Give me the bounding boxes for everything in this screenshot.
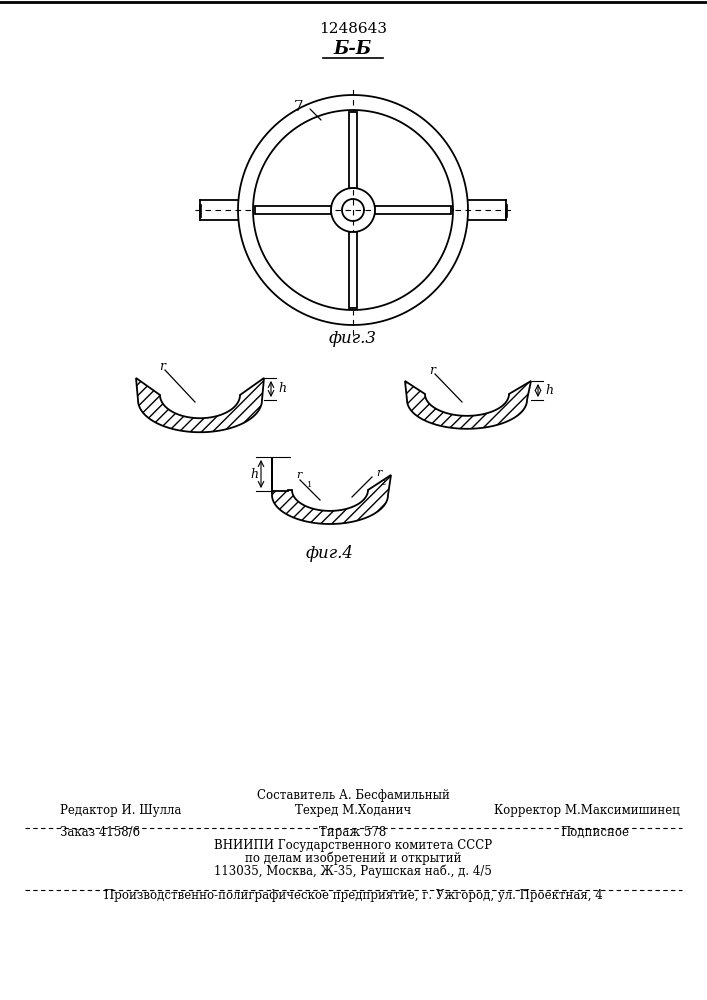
Polygon shape [272,457,391,524]
Text: Составитель А. Бесфамильный: Составитель А. Бесфамильный [257,789,450,802]
Text: r: r [159,360,165,372]
Text: h: h [278,382,286,395]
Bar [349,112,357,188]
Text: фиг.4: фиг.4 [306,545,354,562]
Text: Производственно-полиграфическое предприятие, г. Ужгород, ул. Проектная, 4: Производственно-полиграфическое предприя… [104,889,602,902]
Bar [255,206,331,214]
Text: h: h [250,468,258,481]
Text: по делам изобретений и открытий: по делам изобретений и открытий [245,852,461,865]
Polygon shape [136,378,264,432]
Text: Техред М.Ходанич: Техред М.Ходанич [295,804,411,817]
Text: 1248643: 1248643 [319,22,387,36]
Bar [375,206,451,214]
Text: Заказ 4158/6: Заказ 4158/6 [60,826,140,839]
Text: h: h [545,384,553,397]
Text: 7: 7 [293,100,303,114]
Text: Б-Б: Б-Б [334,40,372,58]
Text: Подписное: Подписное [560,826,629,839]
Text: Корректор М.Максимишинец: Корректор М.Максимишинец [494,804,680,817]
Polygon shape [405,381,531,429]
Text: 113035, Москва, Ж-35, Раушская наб., д. 4/5: 113035, Москва, Ж-35, Раушская наб., д. … [214,864,492,878]
Text: фиг.3: фиг.3 [329,330,377,347]
Text: 1: 1 [307,481,312,489]
Bar [349,232,357,308]
Text: 2: 2 [380,479,385,487]
Text: Тираж 578: Тираж 578 [320,826,387,839]
Text: r: r [376,468,381,478]
Text: r: r [429,363,435,376]
Text: ВНИИПИ Государственного комитета СССР: ВНИИПИ Государственного комитета СССР [214,839,492,852]
Text: Редактор И. Шулла: Редактор И. Шулла [60,804,182,817]
Text: r: r [297,470,302,480]
